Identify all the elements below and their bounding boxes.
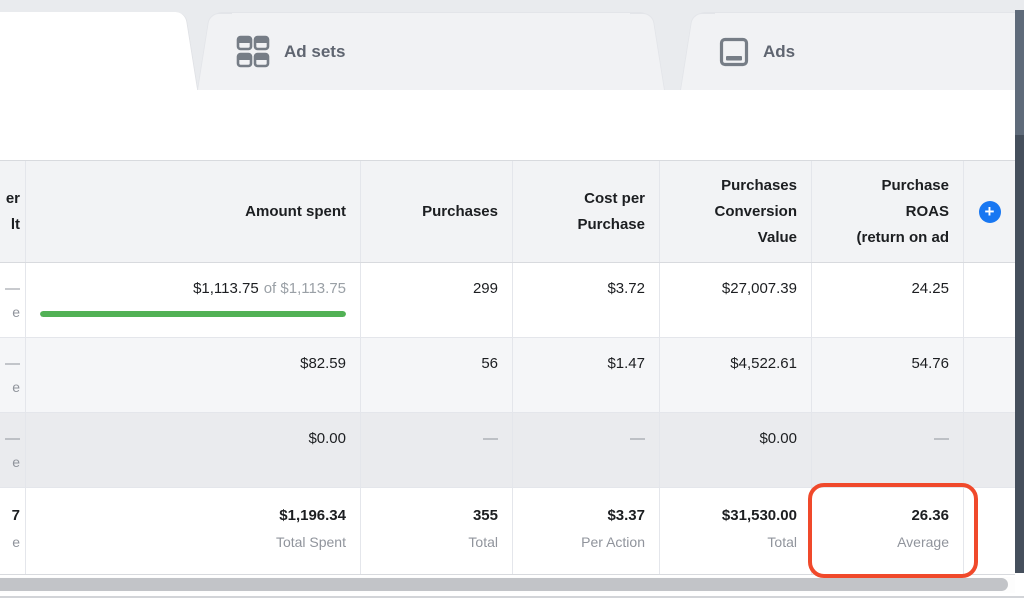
purchases-cell: — (360, 413, 512, 487)
horizontal-scrollbar-track[interactable] (0, 577, 1015, 593)
tab-campaigns-active[interactable] (0, 12, 182, 90)
purchases-cell: 299 (360, 263, 512, 337)
column-header-purchases-conversion-value[interactable]: Purchases Conversion Value (659, 161, 811, 262)
empty-cell (963, 338, 1015, 412)
ad-sets-icon (236, 35, 270, 69)
amount-spent-cell: $82.59 (25, 338, 360, 412)
column-header-purchase-roas[interactable]: Purchase ROAS (return on ad (811, 161, 963, 262)
empty-cell (963, 488, 1015, 574)
ads-icon (719, 37, 749, 67)
cost-per-purchase-total-cell: $3.37 Per Action (512, 488, 659, 574)
roas-cell: — (811, 413, 963, 487)
conversion-value-cell: $0.00 (659, 413, 811, 487)
result-cell: — e (5, 355, 20, 395)
purchases-cell: 56 (360, 338, 512, 412)
purchases-total-cell: 355 Total (360, 488, 512, 574)
horizontal-scrollbar-thumb[interactable] (0, 578, 1008, 591)
conversion-value-cell: $27,007.39 (659, 263, 811, 337)
toolbar: Rules View Setup Columns: SME eComm ROAS… (0, 90, 1024, 237)
conversion-value-cell: $4,522.61 (659, 338, 811, 412)
column-header-cost-per-purchase[interactable]: Cost per Purchase (512, 161, 659, 262)
tab-ads[interactable]: Ads (695, 12, 1024, 90)
conversion-value-total-cell: $31,530.00 Total (659, 488, 811, 574)
empty-cell (963, 263, 1015, 337)
result-cell: — e (5, 430, 20, 470)
add-column-cell: + (963, 161, 1015, 262)
tab-ad-sets-label: Ad sets (284, 41, 346, 61)
amount-spent-cell: $0.00 (25, 413, 360, 487)
column-header-result-truncated[interactable]: er lt (5, 189, 20, 233)
table-row[interactable]: — e $82.59 56 $1.47 $4,522.61 54.76 (0, 338, 1015, 413)
amount-spent-total-cell: $1,196.34 Total Spent (25, 488, 360, 574)
result-cell: — e (5, 280, 20, 320)
budget-progress-bar (40, 311, 346, 317)
cost-per-purchase-cell: $3.72 (512, 263, 659, 337)
column-header-amount-spent[interactable]: Amount spent (25, 161, 360, 262)
roas-cell: 54.76 (811, 338, 963, 412)
tab-ads-label: Ads (763, 41, 796, 61)
result-total-cell: 7 e (11, 507, 20, 550)
cost-per-purchase-cell: $1.47 (512, 338, 659, 412)
right-panel-edge (1015, 10, 1024, 573)
cost-per-purchase-cell: — (512, 413, 659, 487)
table-row[interactable]: — e $0.00 — — $0.00 — (0, 413, 1015, 488)
tab-ad-sets[interactable]: Ad sets (212, 12, 650, 90)
roas-average-cell: 26.36 Average (811, 488, 963, 574)
table-totals-row: 7 e $1,196.34 Total Spent 355 Total $3.3… (0, 488, 1015, 575)
roas-cell: 24.25 (811, 263, 963, 337)
metrics-table: er lt Amount spent Purchases Cost per Pu… (0, 160, 1015, 575)
column-header-purchases[interactable]: Purchases (360, 161, 512, 262)
add-column-button[interactable]: + (978, 200, 1001, 223)
table-row[interactable]: — e $1,113.75 of $1,113.75 299 $3.72 $27,… (0, 263, 1015, 338)
bottom-divider (0, 596, 1024, 598)
empty-cell (963, 413, 1015, 487)
tab-bar: Ad sets Ads (0, 0, 1024, 90)
amount-spent-cell: $1,113.75 of $1,113.75 (25, 263, 360, 337)
table-header-row: er lt Amount spent Purchases Cost per Pu… (0, 160, 1015, 263)
